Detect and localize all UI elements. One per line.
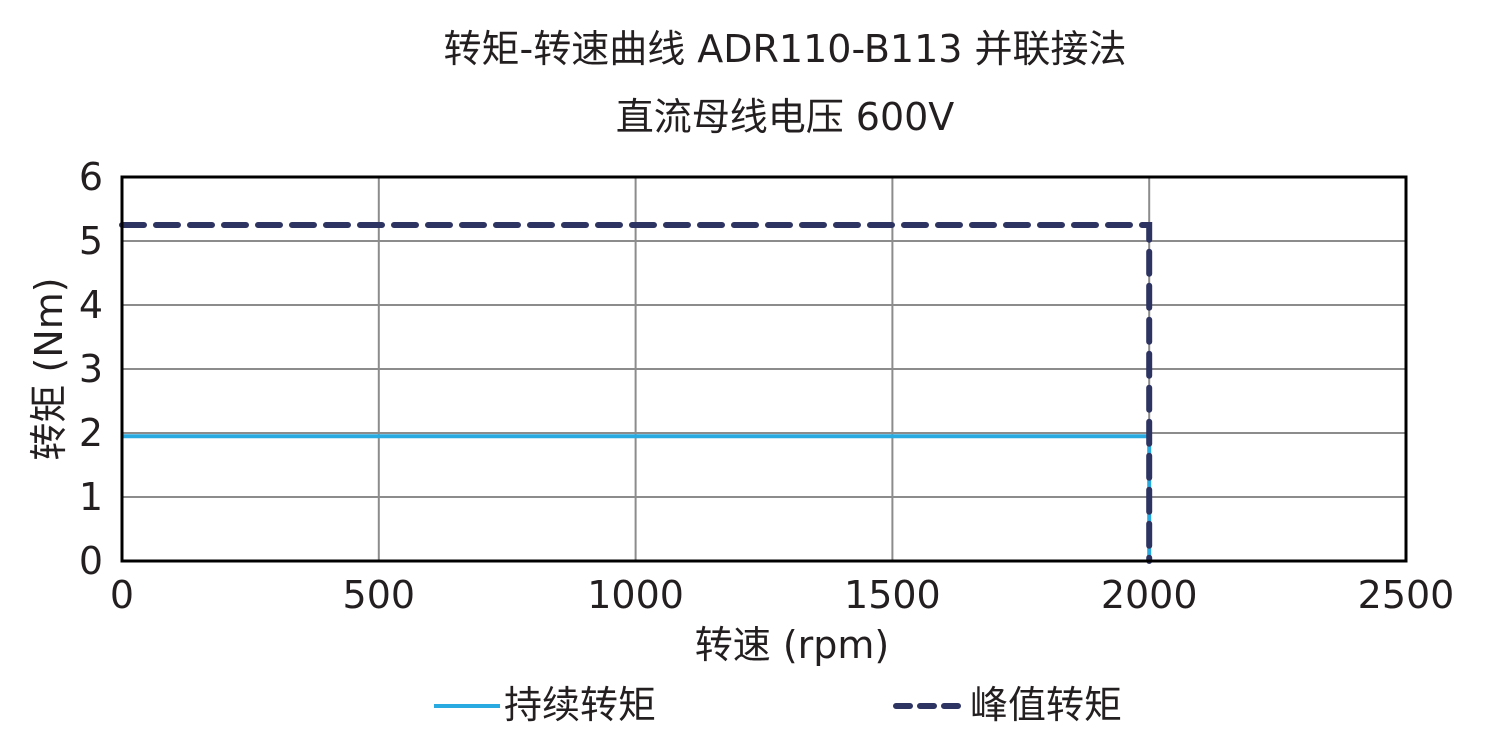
chart-title: 转矩-转速曲线 ADR110-B113 并联接法 [443, 27, 1126, 71]
y-tick-label: 2 [79, 411, 103, 455]
grid [121, 176, 1407, 562]
x-axis-label: 转速 (rpm) [695, 623, 890, 667]
y-tick-label: 6 [79, 155, 103, 199]
y-tick-label: 4 [79, 283, 103, 327]
x-tick-label: 2500 [1358, 573, 1455, 617]
y-tick-label: 0 [79, 539, 103, 583]
legend: 持续转矩 峰值转矩 [434, 683, 1122, 727]
plot-frame [120, 175, 1408, 563]
x-tick-label: 500 [343, 573, 416, 617]
x-tick-label: 2000 [1101, 573, 1198, 617]
legend-label-peak: 峰值转矩 [970, 683, 1122, 727]
x-tick-label: 0 [110, 573, 134, 617]
tick-labels: 0 500 1000 1500 2000 2500 0 1 2 3 4 5 6 [79, 155, 1455, 617]
series-group [119, 222, 1153, 564]
y-axis-label: 转矩 (Nm) [27, 277, 71, 460]
series-line-peak [119, 222, 1153, 564]
legend-label-continuous: 持续转矩 [504, 683, 656, 727]
x-tick-label: 1000 [587, 573, 684, 617]
chart-subtitle: 直流母线电压 600V [616, 95, 955, 139]
y-tick-label: 3 [79, 347, 103, 391]
y-tick-label: 5 [79, 219, 103, 263]
x-tick-label: 1500 [844, 573, 941, 617]
y-tick-label: 1 [79, 475, 103, 519]
